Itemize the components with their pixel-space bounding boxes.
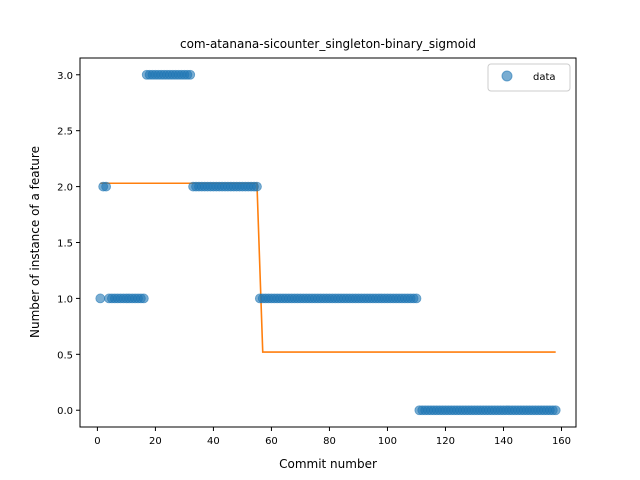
x-tick-label: 160: [552, 436, 571, 447]
y-tick-label: 1.5: [57, 239, 73, 250]
data-point: [550, 405, 561, 416]
chart-title: com-atanana-sicounter_singleton-binary_s…: [180, 37, 476, 51]
y-tick-label: 0.5: [57, 350, 73, 361]
fit-line-layer: [100, 182, 556, 353]
y-tick-label: 2.0: [57, 183, 73, 194]
data-points-layer: [95, 69, 561, 416]
x-tick-label: 140: [494, 436, 513, 447]
data-point: [101, 181, 112, 192]
y-axis-label: Number of instance of a feature: [28, 146, 42, 338]
data-point: [95, 293, 106, 304]
legend-data-marker: [501, 70, 513, 82]
y-axis-ticks: 0.0 0.5 1.0 1.5 2.0 2.5 3.0: [57, 71, 80, 417]
data-point: [411, 293, 422, 304]
x-tick-label: 100: [378, 436, 397, 447]
x-tick-label: 0: [94, 436, 100, 447]
x-tick-label: 120: [436, 436, 455, 447]
y-tick-label: 0.0: [57, 406, 73, 417]
data-point: [138, 293, 149, 304]
x-tick-label: 20: [149, 436, 162, 447]
x-tick-label: 40: [207, 436, 220, 447]
y-tick-label: 1.0: [57, 294, 73, 305]
x-tick-label: 60: [265, 436, 278, 447]
y-tick-label: 3.0: [57, 71, 73, 82]
legend-box: [487, 63, 571, 92]
y-tick-label: 2.5: [57, 127, 73, 138]
data-point: [185, 69, 196, 80]
legend-data-label: data: [533, 72, 556, 83]
legend: data: [487, 63, 571, 92]
x-axis-label: Commit number: [279, 457, 377, 471]
x-tick-label: 80: [323, 436, 336, 447]
fit-line: [100, 182, 556, 353]
data-point: [252, 181, 262, 192]
x-axis-ticks: 0 20 40 60 80 100 120 140 160: [94, 427, 571, 447]
